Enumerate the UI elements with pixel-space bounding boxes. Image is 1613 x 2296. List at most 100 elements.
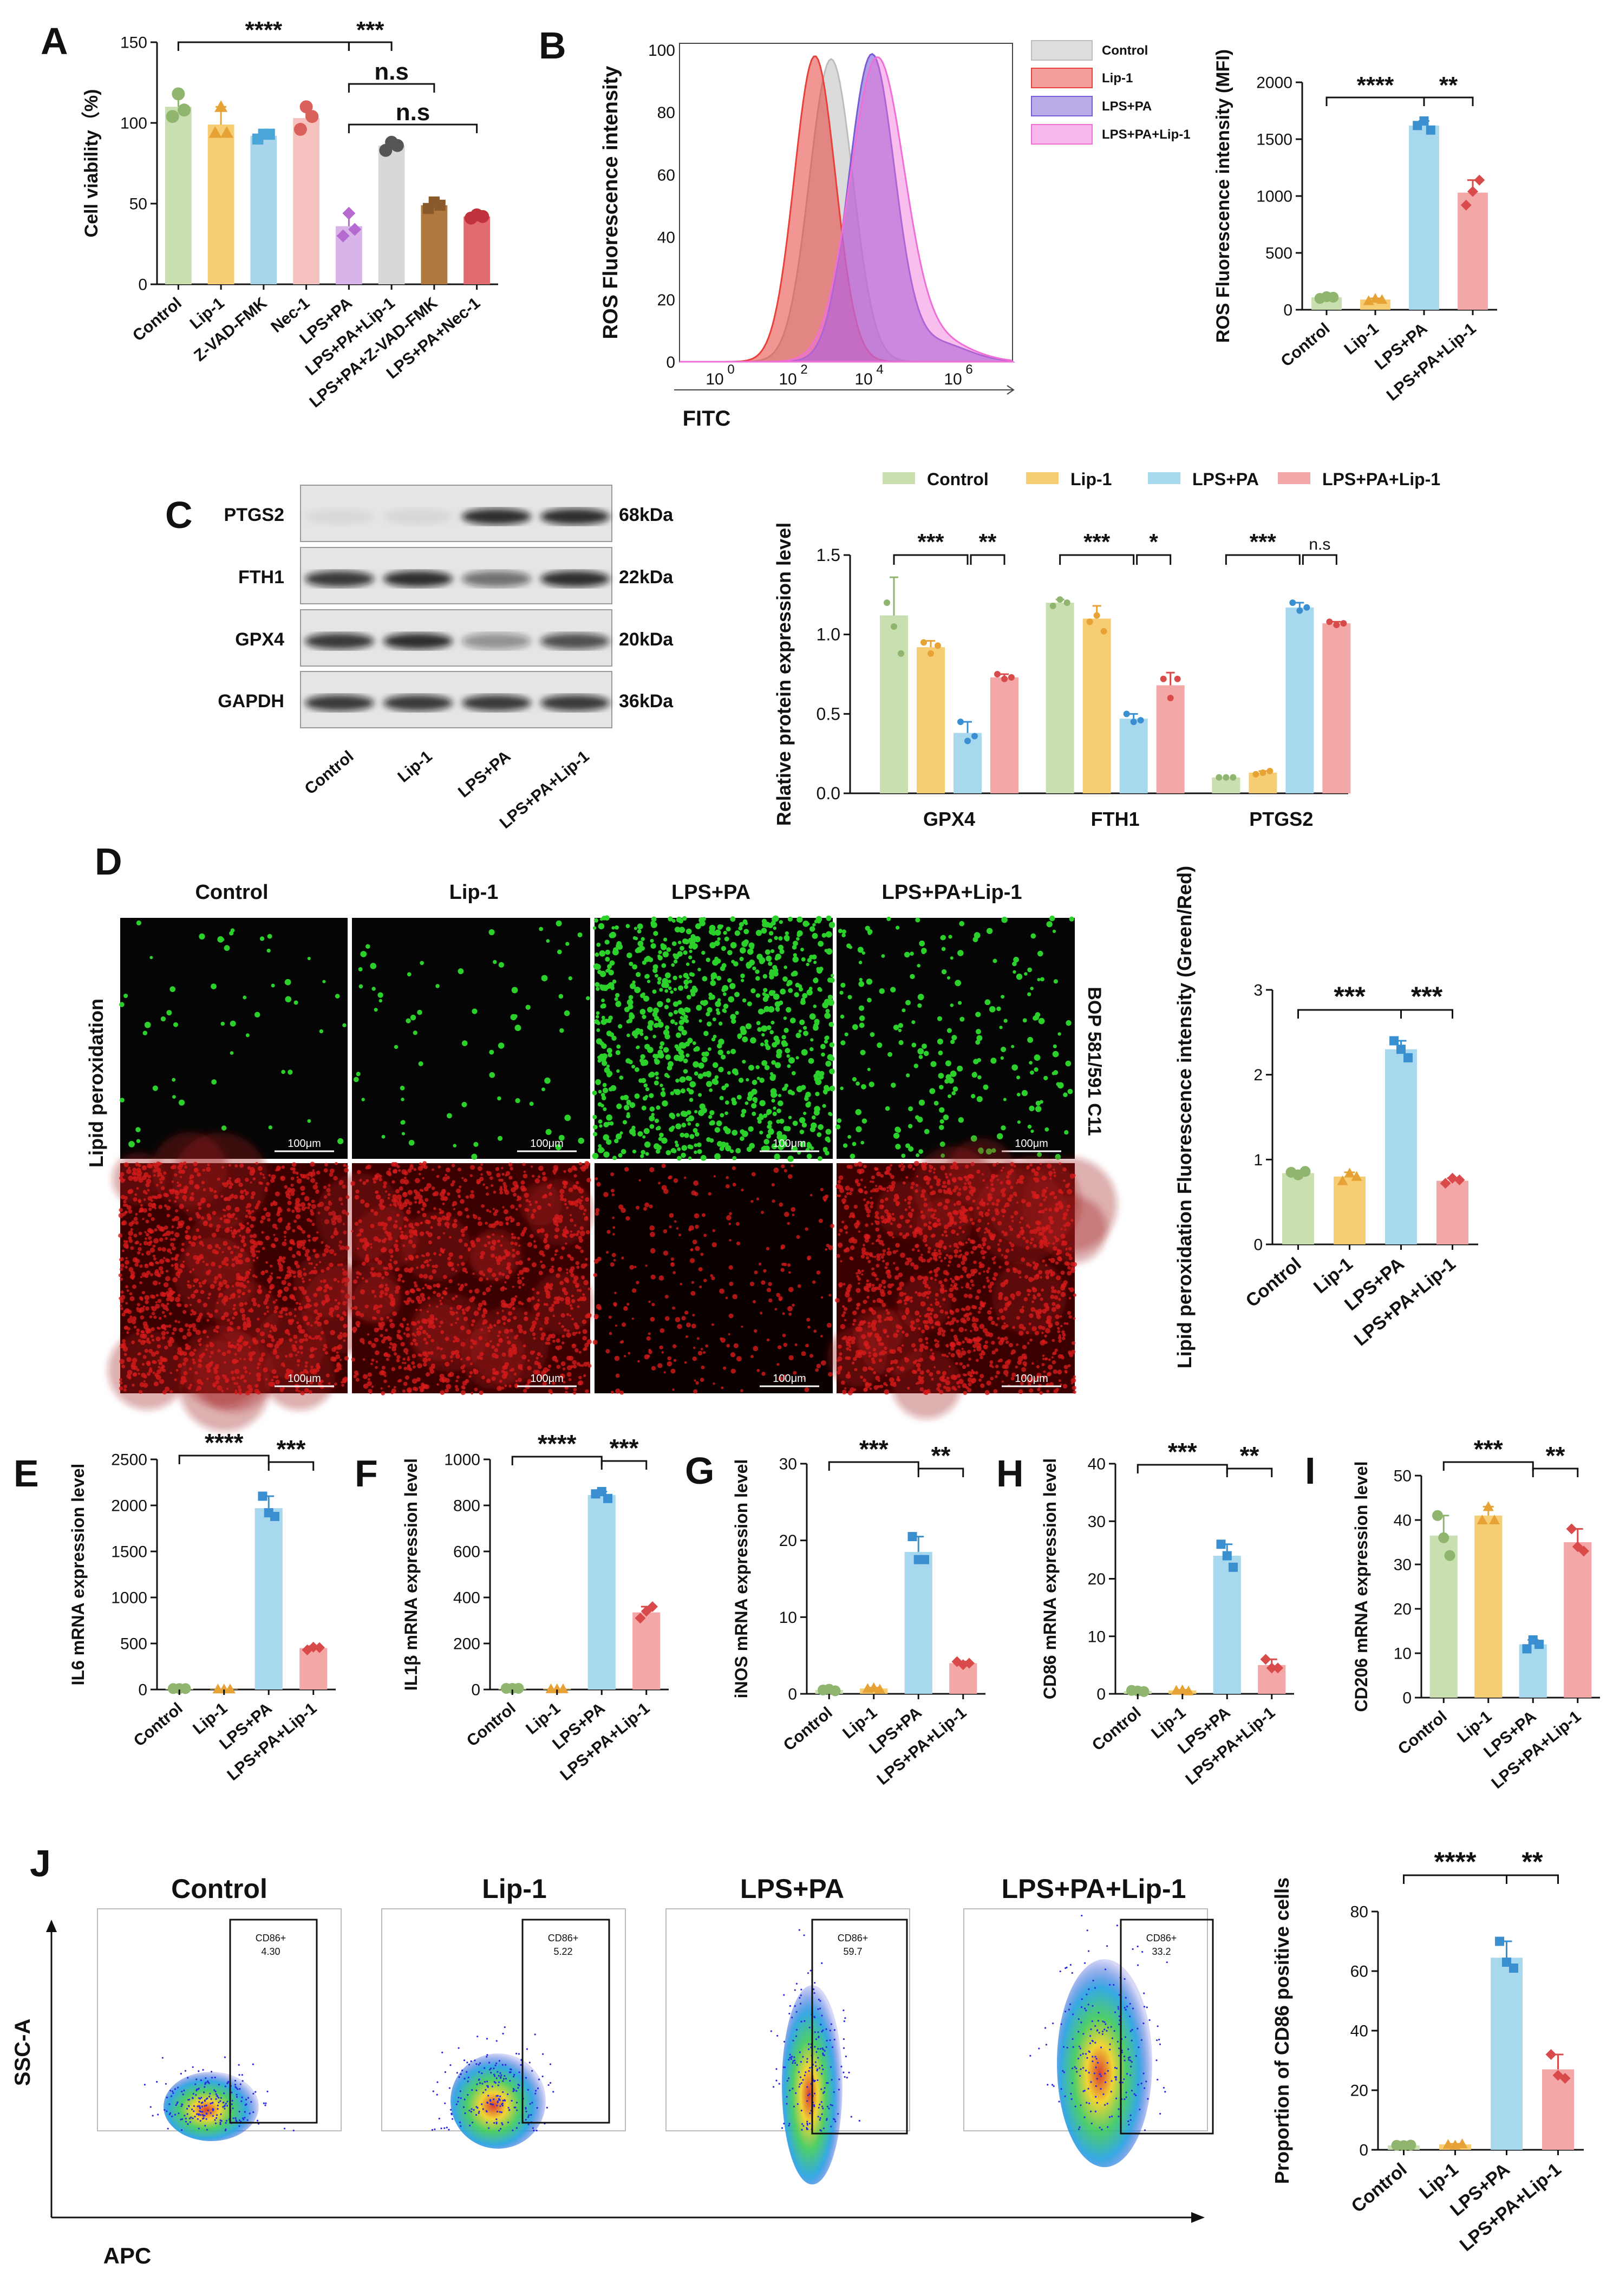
red-cell bbox=[288, 1190, 291, 1193]
red-cell bbox=[134, 1221, 139, 1225]
red-cell bbox=[445, 1361, 450, 1367]
green-cell bbox=[1003, 1098, 1007, 1101]
green-cell bbox=[822, 1089, 828, 1094]
red-cell bbox=[260, 1354, 264, 1358]
green-cell bbox=[756, 954, 763, 960]
green-cell bbox=[825, 1060, 832, 1067]
red-cell bbox=[425, 1252, 430, 1257]
red-cell bbox=[610, 1189, 615, 1193]
green-cell bbox=[649, 1115, 655, 1121]
red-cell bbox=[442, 1202, 445, 1205]
green-cell bbox=[938, 1050, 943, 1055]
green-cell bbox=[671, 963, 675, 967]
red-cell bbox=[184, 1303, 188, 1308]
green-cell bbox=[640, 1154, 644, 1158]
green-cell bbox=[844, 1032, 848, 1036]
green-cell bbox=[762, 974, 768, 979]
green-cell bbox=[802, 1026, 807, 1030]
green-cell bbox=[976, 1035, 983, 1041]
green-cell bbox=[817, 1156, 822, 1161]
red-cell bbox=[343, 1339, 346, 1342]
red-cell bbox=[368, 1340, 372, 1345]
y-tick-label: 40 bbox=[657, 229, 675, 247]
red-cell bbox=[783, 1211, 789, 1217]
x-tick-exponent: 2 bbox=[800, 362, 807, 377]
red-cell bbox=[179, 1204, 185, 1209]
red-cell bbox=[426, 1263, 430, 1267]
red-cell bbox=[446, 1384, 452, 1390]
red-cell bbox=[370, 1223, 375, 1229]
green-cell bbox=[284, 979, 291, 986]
green-cell bbox=[717, 937, 721, 941]
red-cell bbox=[409, 1165, 414, 1170]
green-cell bbox=[708, 992, 713, 997]
green-cell bbox=[793, 941, 798, 947]
red-cell bbox=[1028, 1276, 1034, 1282]
red-cell bbox=[711, 1323, 714, 1326]
red-cell bbox=[561, 1246, 565, 1250]
green-cell bbox=[774, 1153, 780, 1160]
red-cell bbox=[422, 1203, 427, 1208]
red-cell bbox=[145, 1306, 149, 1311]
y-tick-label: 600 bbox=[453, 1543, 480, 1561]
green-cell bbox=[642, 1135, 646, 1139]
x-category-label: PTGS2 bbox=[1249, 808, 1313, 830]
y-axis-label: iNOS mRNA expression level bbox=[732, 1459, 751, 1699]
red-cell bbox=[300, 1185, 305, 1191]
red-cell bbox=[380, 1290, 384, 1295]
red-cell bbox=[223, 1312, 229, 1317]
green-cell bbox=[718, 1039, 724, 1045]
red-cell bbox=[396, 1355, 401, 1359]
green-cell bbox=[698, 1019, 702, 1023]
green-cell bbox=[795, 982, 800, 988]
x-tick-label: Z-VAD-FMK bbox=[191, 294, 270, 365]
green-cell bbox=[808, 1058, 814, 1064]
red-cell bbox=[300, 1329, 305, 1334]
green-cell bbox=[769, 1030, 774, 1034]
red-cell bbox=[728, 1222, 732, 1225]
red-cell bbox=[295, 1388, 299, 1392]
red-cell bbox=[396, 1214, 400, 1217]
red-cell bbox=[254, 1388, 259, 1394]
red-cell bbox=[440, 1320, 443, 1325]
red-cell bbox=[291, 1162, 297, 1167]
red-cell bbox=[236, 1289, 241, 1294]
green-cell bbox=[996, 1006, 1001, 1012]
red-cell bbox=[165, 1237, 168, 1240]
red-cell bbox=[423, 1362, 427, 1367]
green-cell bbox=[945, 1074, 952, 1080]
data-point bbox=[1405, 2140, 1416, 2151]
red-cell bbox=[245, 1191, 249, 1195]
green-cell bbox=[600, 1019, 607, 1025]
red-cell bbox=[510, 1217, 515, 1222]
green-cell bbox=[149, 956, 153, 960]
red-cell bbox=[582, 1293, 585, 1296]
green-cell bbox=[672, 975, 677, 981]
green-cell bbox=[825, 1009, 830, 1014]
red-cell bbox=[700, 1253, 704, 1256]
green-cell bbox=[905, 1073, 910, 1078]
red-cell bbox=[415, 1296, 421, 1301]
red-cell bbox=[539, 1327, 543, 1331]
red-cell bbox=[472, 1272, 475, 1275]
red-cell bbox=[508, 1176, 513, 1180]
green-cell bbox=[819, 967, 824, 971]
red-cell bbox=[527, 1381, 530, 1385]
green-cell bbox=[401, 1120, 406, 1125]
red-cell bbox=[763, 1269, 767, 1273]
green-cell bbox=[767, 1120, 773, 1126]
green-cell bbox=[604, 1067, 610, 1073]
red-cell bbox=[189, 1351, 195, 1357]
red-cell bbox=[216, 1224, 221, 1229]
red-cell bbox=[381, 1339, 386, 1344]
red-cell bbox=[446, 1216, 449, 1219]
red-cell bbox=[579, 1230, 585, 1236]
significance-label: n.s bbox=[396, 99, 430, 126]
green-cell bbox=[827, 994, 833, 1000]
red-cell bbox=[292, 1347, 297, 1352]
green-cell bbox=[651, 1112, 655, 1117]
red-cell bbox=[462, 1311, 466, 1315]
green-cell bbox=[595, 987, 600, 992]
red-cell bbox=[249, 1234, 253, 1238]
